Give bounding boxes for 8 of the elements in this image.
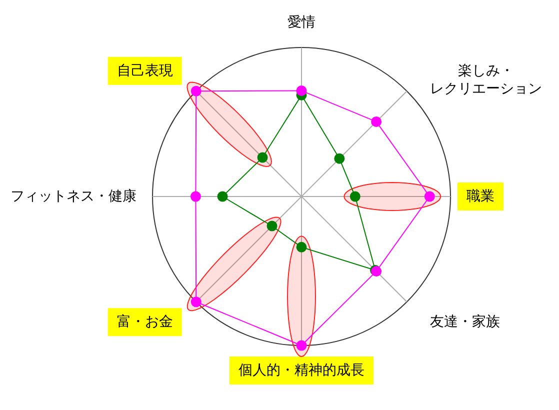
spoke-label: 自己表現 <box>116 62 173 79</box>
spoke-label: 職業 <box>466 188 494 204</box>
spoke-label: フィットネス・健康 <box>10 188 136 204</box>
spoke-label: 愛情 <box>288 14 316 30</box>
spoke-label: 個人的・精神的成長 <box>238 362 364 378</box>
spoke-label: 友達・家族 <box>430 314 500 330</box>
spoke-label: 楽しみ・レクリエーション <box>430 62 542 97</box>
spoke-label: 富・お金 <box>116 314 173 330</box>
